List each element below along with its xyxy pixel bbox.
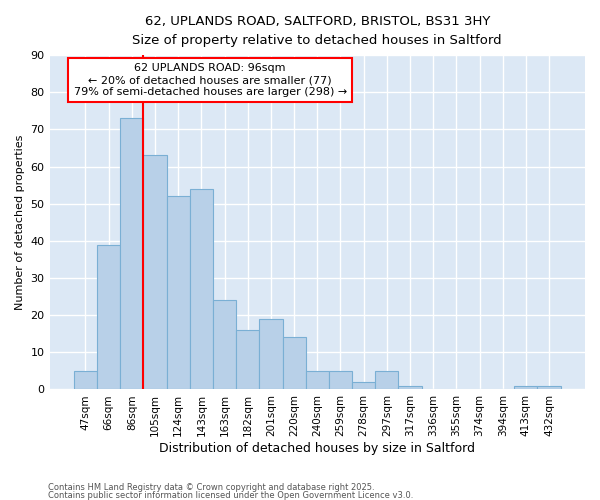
Title: 62, UPLANDS ROAD, SALTFORD, BRISTOL, BS31 3HY
Size of property relative to detac: 62, UPLANDS ROAD, SALTFORD, BRISTOL, BS3… [133,15,502,47]
Bar [305,371,329,390]
Text: Contains public sector information licensed under the Open Government Licence v3: Contains public sector information licen… [48,490,413,500]
Y-axis label: Number of detached properties: Number of detached properties [15,134,25,310]
Bar [74,371,97,390]
Text: Contains HM Land Registry data © Crown copyright and database right 2025.: Contains HM Land Registry data © Crown c… [48,484,374,492]
Bar [538,386,560,390]
Bar [329,371,352,390]
Bar [259,319,283,390]
Text: 62 UPLANDS ROAD: 96sqm
← 20% of detached houses are smaller (77)
79% of semi-det: 62 UPLANDS ROAD: 96sqm ← 20% of detached… [74,64,347,96]
Bar [167,196,190,390]
Bar [97,244,120,390]
Bar [514,386,538,390]
Bar [213,300,236,390]
Bar [398,386,422,390]
Bar [190,189,213,390]
Bar [120,118,143,390]
Bar [283,338,305,390]
X-axis label: Distribution of detached houses by size in Saltford: Distribution of detached houses by size … [159,442,475,455]
Bar [236,330,259,390]
Bar [375,371,398,390]
Bar [143,156,167,390]
Bar [352,382,375,390]
